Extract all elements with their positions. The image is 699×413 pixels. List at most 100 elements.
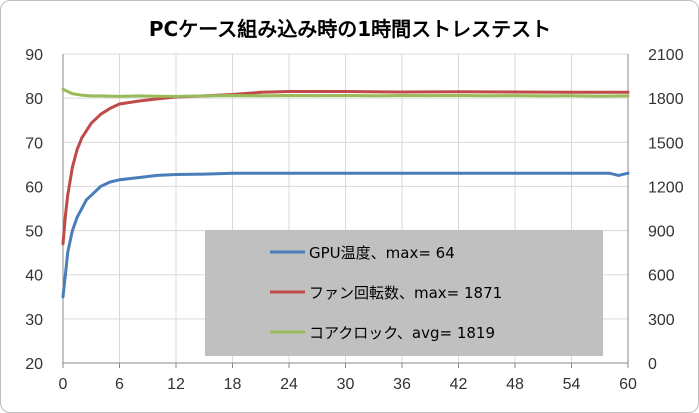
data-point [287,94,291,97]
data-point [344,171,347,175]
y-tick-label: 90 [25,47,43,64]
data-point [485,94,489,98]
data-point [513,90,517,94]
data-point [626,94,630,98]
data-point [118,95,121,98]
data-point [64,273,67,277]
data-point [118,102,121,106]
data-point [202,94,206,98]
data-point [66,251,70,255]
data-point [513,171,517,175]
data-point [61,295,65,299]
y-tick-label: 80 [25,91,43,108]
legend: GPU温度、max= 64 ファン回転数、max= 1871 コアクロック、avg=… [205,230,603,356]
chart-title: PCケース組み込み時の1時間ストレステスト [149,17,551,41]
data-point [85,198,88,202]
data-point [570,94,573,98]
data-point [71,165,74,169]
data-point [541,94,545,98]
data-point [136,176,140,180]
y-tick-label: 70 [25,135,43,152]
y2-tick-label: 0 [648,356,657,373]
data-point [344,90,347,93]
x-tick-label: 48 [506,376,524,393]
y-tick-label: 50 [25,224,43,241]
data-point [287,90,291,93]
data-point [80,93,84,97]
data-point [457,94,460,97]
data-point [259,94,263,98]
data-point [174,95,178,98]
data-point [61,242,65,246]
data-point [626,171,630,175]
axes: 2030405060708090030060090012001500180021… [25,47,683,393]
data-point [66,193,70,197]
data-point [400,171,404,175]
x-tick-label: 24 [280,376,298,393]
data-point [231,171,234,175]
data-point [136,94,140,98]
data-point [231,94,234,97]
data-point [75,148,79,152]
data-point [136,99,140,103]
data-point [71,92,74,96]
y2-tick-label: 900 [648,224,675,241]
data-point [99,185,103,188]
y-tick-label: 40 [25,268,43,285]
y-tick-label: 30 [25,312,43,329]
y2-tick-label: 1500 [648,135,684,152]
series-lines [61,87,630,299]
data-point [400,94,404,97]
data-point [99,94,103,98]
x-tick-label: 36 [393,376,411,393]
data-point [174,173,178,176]
data-point [315,94,319,97]
x-tick-label: 18 [224,376,242,393]
data-point [457,90,460,94]
legend-label: コアクロック、avg= 1819 [309,324,495,342]
x-tick-label: 54 [563,376,581,393]
data-point [89,94,93,98]
data-point [202,172,206,176]
series-line [61,87,630,98]
data-point [99,112,103,116]
series-2 [61,87,630,98]
data-point [155,94,159,98]
data-point [598,94,602,98]
data-point [61,87,65,91]
data-point [626,90,630,94]
data-point [607,171,611,175]
data-point [89,193,93,197]
x-tick-label: 42 [450,376,468,393]
data-point [108,180,112,184]
legend-label: ファン回転数、max= 1871 [309,284,502,302]
data-point [64,214,67,218]
legend-label: GPU温度、max= 64 [309,244,455,262]
data-point [344,94,347,97]
y-tick-label: 60 [25,179,43,196]
data-point [513,94,517,97]
y2-tick-label: 300 [648,312,675,329]
data-point [71,229,74,233]
series-0 [61,171,630,299]
y2-tick-label: 600 [648,268,675,285]
data-point [118,178,121,182]
data-point [155,97,159,101]
x-tick-label: 6 [115,376,124,393]
x-tick-label: 12 [167,376,185,393]
y2-tick-label: 2100 [648,47,684,64]
data-point [400,90,404,94]
x-tick-label: 60 [619,376,637,393]
data-point [570,90,573,94]
x-tick-label: 0 [59,376,68,393]
data-point [89,121,93,125]
data-point [617,174,620,177]
data-point [287,171,291,175]
data-point [66,90,70,93]
data-point [428,94,432,97]
y2-tick-label: 1200 [648,179,684,196]
data-point [372,94,376,98]
data-point [80,136,84,140]
